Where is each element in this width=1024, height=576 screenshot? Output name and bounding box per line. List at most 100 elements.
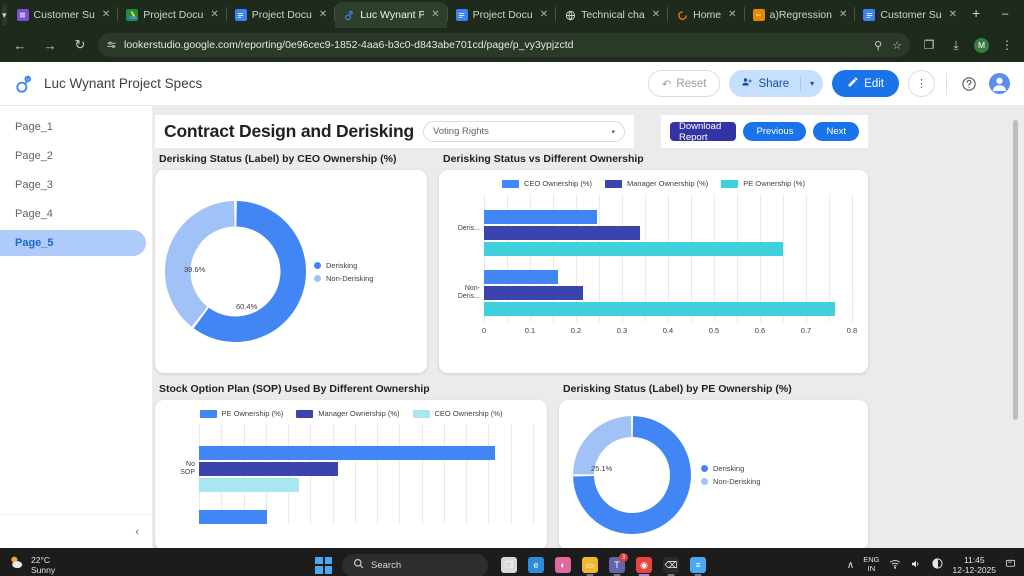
- sidebar-item-page_5[interactable]: Page_5: [0, 230, 146, 256]
- previous-button[interactable]: Previous: [743, 122, 807, 141]
- bar[interactable]: [199, 446, 495, 460]
- chart-block-pe-donut: Derisking Status (Label) by PE Ownership…: [559, 383, 868, 548]
- volume-icon[interactable]: [910, 558, 922, 573]
- file-explorer-icon[interactable]: ▭: [579, 553, 601, 576]
- bookmark-star-icon[interactable]: ☆: [892, 39, 902, 52]
- donut-slice[interactable]: [573, 416, 691, 534]
- share-button[interactable]: Share ▾: [729, 70, 824, 97]
- sidebar-item-page_1[interactable]: Page_1: [15, 121, 53, 133]
- donut-slice[interactable]: [193, 201, 306, 342]
- tab-close-icon[interactable]: ✕: [539, 9, 549, 20]
- browser-tab[interactable]: Technical cha ✕: [556, 2, 667, 28]
- sun-cloud-icon: [8, 554, 25, 576]
- bar[interactable]: [199, 510, 268, 524]
- tab-close-icon[interactable]: ✕: [210, 9, 219, 20]
- edit-button[interactable]: Edit: [832, 70, 899, 97]
- browser-tab[interactable]: a)Regression ✕: [745, 2, 855, 28]
- zoom-search-icon[interactable]: ⚲: [874, 39, 883, 52]
- bar[interactable]: [199, 478, 300, 492]
- copilot-icon[interactable]: ◐: [552, 553, 574, 576]
- address-bar[interactable]: lookerstudio.google.com/reporting/0e96ce…: [98, 33, 910, 57]
- reset-label: Reset: [676, 77, 707, 90]
- battery-icon[interactable]: [931, 557, 944, 573]
- tab-search-button[interactable]: ▾: [2, 4, 7, 26]
- help-icon[interactable]: [958, 73, 980, 95]
- bar[interactable]: [484, 226, 641, 240]
- donut-slice[interactable]: [165, 201, 235, 327]
- browser-tab[interactable]: Customer Su ✕: [855, 2, 964, 28]
- card-sop-bars[interactable]: PE Ownership (%) Manager Ownership (%) CEO…: [155, 400, 547, 548]
- bar[interactable]: [199, 462, 338, 476]
- downloads-icon[interactable]: ⤓: [953, 37, 959, 52]
- user-avatar[interactable]: [989, 73, 1010, 94]
- tab-close-icon[interactable]: ✕: [728, 9, 737, 20]
- start-button[interactable]: [315, 556, 332, 574]
- download-report-button[interactable]: Download Report: [670, 121, 737, 143]
- forward-button[interactable]: →: [43, 37, 57, 53]
- bar[interactable]: [484, 286, 583, 300]
- donut-chart-ceo[interactable]: 60.4% 39.6%: [165, 201, 306, 342]
- browser-tab[interactable]: Project Docu ✕: [227, 2, 335, 28]
- browser-tab[interactable]: Customer Su ✕: [9, 2, 118, 28]
- undo-icon: ↶: [661, 78, 672, 91]
- browser-tab[interactable]: Project Docu ✕: [448, 2, 556, 28]
- bar[interactable]: [484, 242, 783, 256]
- x-axis-tick: 0.4: [662, 326, 674, 335]
- next-button[interactable]: Next: [813, 122, 859, 141]
- donut-slice[interactable]: [573, 416, 632, 475]
- card-pe-donut[interactable]: 25.1% Derisking Non-Derisking: [559, 400, 868, 548]
- tab-close-icon[interactable]: ✕: [838, 9, 848, 20]
- sidebar-item-page_3[interactable]: Page_3: [15, 179, 53, 191]
- more-options-button[interactable]: ⋮: [908, 70, 935, 97]
- profile-avatar[interactable]: M: [974, 37, 989, 53]
- tab-close-icon[interactable]: ✕: [101, 9, 111, 20]
- language-indicator[interactable]: ENG IN: [863, 555, 880, 573]
- chart-title-derisking-bars: Derisking Status vs Different Ownership: [443, 153, 644, 165]
- clock[interactable]: 11:45 12-12-2025: [953, 555, 996, 575]
- bar[interactable]: [484, 270, 558, 284]
- report-scrollbar[interactable]: [1013, 120, 1018, 420]
- donut-chart-pe[interactable]: 25.1%: [573, 416, 691, 534]
- edge-icon[interactable]: e: [525, 553, 547, 576]
- task-view-icon[interactable]: ❐: [498, 553, 520, 576]
- browser-tab[interactable]: Luc Wynant P ✕: [335, 2, 447, 28]
- browser-menu-icon[interactable]: ⋮: [1001, 38, 1013, 52]
- tab-close-icon[interactable]: ✕: [431, 9, 440, 20]
- notification-icon[interactable]: [1005, 558, 1016, 572]
- bar-plot-derisking[interactable]: Deris... Non- Deris... 0 0.1 0.2 0.3 0.4 0.5 0.6 0…: [458, 194, 857, 339]
- sidebar-item-page_4[interactable]: Page_4: [15, 208, 53, 220]
- new-tab-button[interactable]: +: [972, 5, 981, 21]
- sidebar-item-page_2[interactable]: Page_2: [15, 150, 53, 162]
- card-derisking-bars[interactable]: CEO Ownership (%) Manager Ownership (%) PE…: [439, 170, 868, 373]
- tray-chevron-icon[interactable]: ∧: [846, 559, 855, 571]
- tab-close-icon[interactable]: ✕: [318, 9, 328, 20]
- tab-close-icon[interactable]: ✕: [948, 9, 958, 20]
- reload-button[interactable]: ↻: [74, 37, 86, 52]
- collapse-sidebar-icon[interactable]: ‹: [135, 525, 139, 538]
- card-ceo-donut[interactable]: 60.4% 39.6% Derisking Non-Derisking: [155, 170, 427, 373]
- browser-tab[interactable]: Project Docu ✕: [118, 2, 226, 28]
- site-settings-icon[interactable]: [106, 40, 117, 51]
- sidebar-footer: ‹: [0, 514, 152, 548]
- minimize-button[interactable]: –: [1002, 8, 1009, 20]
- notepad-icon[interactable]: ≡: [687, 553, 709, 576]
- wifi-icon[interactable]: [889, 558, 901, 573]
- bar[interactable]: [484, 210, 597, 224]
- tab-separator: [854, 6, 856, 21]
- taskbar-search[interactable]: Search: [342, 553, 488, 576]
- chrome-icon[interactable]: ◉: [633, 553, 655, 576]
- tab-title: Project Docu: [472, 9, 533, 21]
- split-screen-icon[interactable]: ❐: [923, 38, 935, 52]
- weather-widget[interactable]: 22°C Sunny: [8, 554, 55, 576]
- share-caret-icon[interactable]: ▾: [810, 79, 815, 88]
- terminal-icon[interactable]: ⌫: [660, 553, 682, 576]
- tab-close-icon[interactable]: ✕: [651, 9, 661, 20]
- voting-rights-filter[interactable]: Voting Rights ▾: [422, 121, 625, 142]
- back-button[interactable]: ←: [13, 37, 27, 53]
- bar[interactable]: [484, 302, 835, 316]
- reset-button[interactable]: ↶ Reset: [647, 70, 721, 97]
- bar-plot-sop[interactable]: No SOP: [180, 424, 534, 534]
- browser-tab[interactable]: Home ✕: [668, 2, 743, 28]
- x-axis-tick: 0.1: [524, 326, 536, 335]
